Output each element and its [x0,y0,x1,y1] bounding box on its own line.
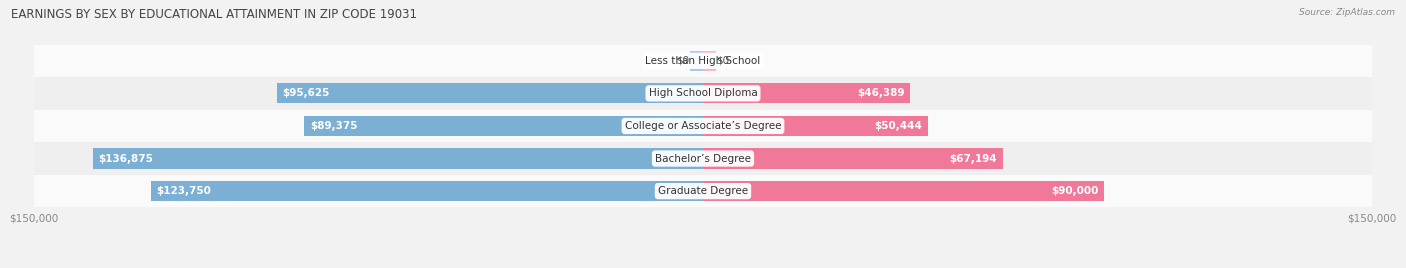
Bar [703,181,1104,201]
Text: $89,375: $89,375 [309,121,357,131]
Text: $95,625: $95,625 [283,88,329,98]
Text: $50,444: $50,444 [875,121,922,131]
Text: High School Diploma: High School Diploma [648,88,758,98]
Bar [305,116,703,136]
Bar [703,116,928,136]
Bar [689,51,703,71]
Text: $46,389: $46,389 [858,88,904,98]
Text: $123,750: $123,750 [156,186,211,196]
Bar [703,51,717,71]
Bar [277,83,703,103]
Text: Graduate Degree: Graduate Degree [658,186,748,196]
Bar [703,83,910,103]
Text: Source: ZipAtlas.com: Source: ZipAtlas.com [1299,8,1395,17]
Text: $90,000: $90,000 [1052,186,1099,196]
Bar [34,142,1372,175]
Bar [34,110,1372,142]
Text: $67,194: $67,194 [949,154,997,163]
Text: EARNINGS BY SEX BY EDUCATIONAL ATTAINMENT IN ZIP CODE 19031: EARNINGS BY SEX BY EDUCATIONAL ATTAINMEN… [11,8,418,21]
Text: $136,875: $136,875 [98,154,153,163]
Text: Less than High School: Less than High School [645,56,761,66]
Bar [34,175,1372,207]
Text: $0: $0 [717,56,730,66]
Bar [93,148,703,169]
Bar [152,181,703,201]
Bar [34,77,1372,110]
Text: Bachelor’s Degree: Bachelor’s Degree [655,154,751,163]
Text: College or Associate’s Degree: College or Associate’s Degree [624,121,782,131]
Bar [703,148,1002,169]
Text: $0: $0 [676,56,689,66]
Bar [34,44,1372,77]
